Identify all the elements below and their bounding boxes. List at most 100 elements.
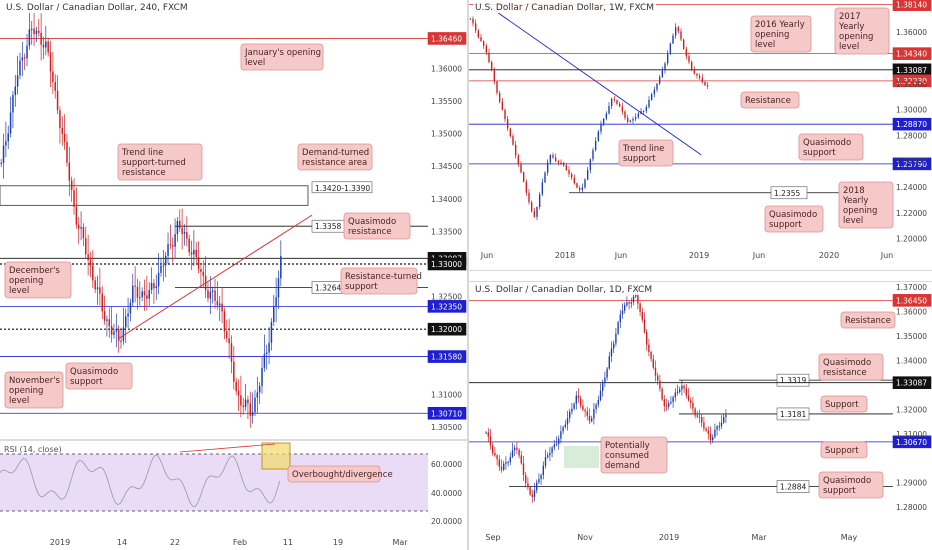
trendline-note-text: resistance xyxy=(122,168,166,178)
h4-candle xyxy=(9,112,12,134)
weekly-candle xyxy=(541,182,544,195)
weekly-candle xyxy=(469,18,472,20)
trendline-note-text: support-turned xyxy=(122,158,186,168)
consumed-demand-note-text: Potentially xyxy=(605,441,650,451)
weekly-candle xyxy=(496,81,498,93)
h4-candle xyxy=(96,287,99,290)
weekly-candle xyxy=(608,106,610,114)
h4-candle xyxy=(47,41,49,53)
weekly-candle xyxy=(674,27,677,36)
weekly-quasimodo-note-2-box xyxy=(764,205,824,233)
h4-candle xyxy=(218,303,221,306)
weekly-chart[interactable]: 1.38140 1.34340 1.33087 1.32230 1.28870 1.257… xyxy=(469,0,932,270)
daily-candle xyxy=(511,450,514,457)
weekly-level-tag xyxy=(892,74,932,88)
daily-price-tick: 1.28000 xyxy=(896,503,927,512)
weekly-candle xyxy=(650,94,653,100)
daily-candle xyxy=(509,456,511,463)
yearly-2018-note-box xyxy=(838,181,894,229)
h4-time-tick: Feb xyxy=(233,538,247,547)
daily-time-tick: Nov xyxy=(577,533,593,542)
weekly-time-tick: Jun xyxy=(614,251,628,260)
daily-candle xyxy=(635,293,637,297)
panel-divider-vertical[interactable] xyxy=(467,0,469,550)
consumed-demand-note-box xyxy=(600,436,668,474)
daily-chart-panel[interactable]: 1.36450 1.3319 1.33087 1.3181 1.30670 1.2884 1… xyxy=(469,282,932,550)
h4-chart-panel[interactable]: 1.3420-1.33901.364601.33581.330871.33000… xyxy=(0,0,468,550)
weekly-candle xyxy=(632,118,634,121)
h4-candle xyxy=(52,71,54,83)
weekly-trendline xyxy=(488,6,702,156)
h4-candle xyxy=(82,227,85,239)
daily-candle xyxy=(507,462,509,464)
weekly-candle xyxy=(477,30,480,38)
yearly-2018-note-text: Yearly xyxy=(842,196,868,206)
daily-candle xyxy=(485,432,487,434)
weekly-level-box xyxy=(770,186,808,200)
weekly-time-tick: Jun xyxy=(480,251,494,260)
h4-candle xyxy=(263,354,266,368)
weekly-candle xyxy=(704,82,706,86)
daily-candle xyxy=(619,314,621,323)
daily-time-tick: 2019 xyxy=(659,533,679,542)
daily-candle xyxy=(516,447,518,450)
daily-level-tag xyxy=(892,294,932,307)
h4-candle xyxy=(68,162,71,181)
daily-candle xyxy=(692,402,694,409)
h4-level-tag xyxy=(427,32,467,45)
daily-candle xyxy=(712,437,714,441)
weekly-candle xyxy=(530,202,533,212)
daily-candle xyxy=(575,395,577,404)
daily-time-tick: Sep xyxy=(485,533,500,542)
h4-candle xyxy=(2,145,5,163)
h4-price-tick: 1.34000 xyxy=(431,195,462,204)
daily-candle xyxy=(626,302,628,306)
h4-candle xyxy=(101,293,103,312)
daily-level-tag xyxy=(892,376,932,389)
h4-candle xyxy=(85,238,87,255)
january-opening-note-box xyxy=(240,43,324,71)
h4-candle xyxy=(7,133,9,142)
daily-support-note-1-text: Support xyxy=(825,400,859,410)
h4-candle xyxy=(120,340,122,342)
h4-candle xyxy=(181,227,183,234)
daily-resistance-note-box xyxy=(840,311,896,329)
h4-candle xyxy=(174,234,176,247)
daily-candle xyxy=(639,303,641,312)
h4-candle xyxy=(242,405,244,407)
daily-candle xyxy=(562,427,564,432)
daily-candle xyxy=(657,375,659,381)
daily-candle xyxy=(687,395,690,401)
weekly-candle xyxy=(482,41,485,46)
h4-price-tick: 1.30500 xyxy=(431,423,462,432)
daily-level-box xyxy=(776,407,810,421)
h4-candle xyxy=(251,412,254,416)
h4-candle xyxy=(169,244,172,246)
yearly-2018-note-text: opening xyxy=(843,206,877,216)
weekly-candle xyxy=(472,18,474,24)
demand-zone xyxy=(0,185,309,206)
weekly-candle xyxy=(696,73,698,76)
h4-chart[interactable]: 1.3420-1.33901.364601.33581.330871.33000… xyxy=(0,0,468,550)
daily-candle xyxy=(718,426,720,428)
h4-candle xyxy=(211,290,214,292)
rsi-label: RSI (14, close) xyxy=(4,445,62,454)
daily-candle xyxy=(494,452,496,456)
december-opening-note-text: opening xyxy=(9,276,43,286)
h4-candle xyxy=(80,227,82,229)
daily-candle xyxy=(665,405,668,407)
h4-candle xyxy=(190,252,193,255)
weekly-candle xyxy=(584,179,586,188)
consumed-demand-note-text: demand xyxy=(605,461,640,471)
daily-chart[interactable]: 1.36450 1.3319 1.33087 1.3181 1.30670 1.2884 1… xyxy=(469,282,932,550)
daily-level-tag-label: 1.36450 xyxy=(896,296,927,305)
weekly-chart-panel[interactable]: 1.38140 1.34340 1.33087 1.32230 1.28870 1.257… xyxy=(469,0,932,270)
december-opening-note-text: level xyxy=(9,286,29,296)
h4-level-tag-label: 1.33000 xyxy=(431,260,462,269)
h4-candle xyxy=(249,403,252,416)
daily-candle xyxy=(496,455,498,460)
weekly-price-tick: 1.20000 xyxy=(896,235,927,244)
panel-divider-horizontal[interactable] xyxy=(469,270,932,282)
daily-candle xyxy=(555,443,558,445)
weekly-candle xyxy=(661,70,664,78)
